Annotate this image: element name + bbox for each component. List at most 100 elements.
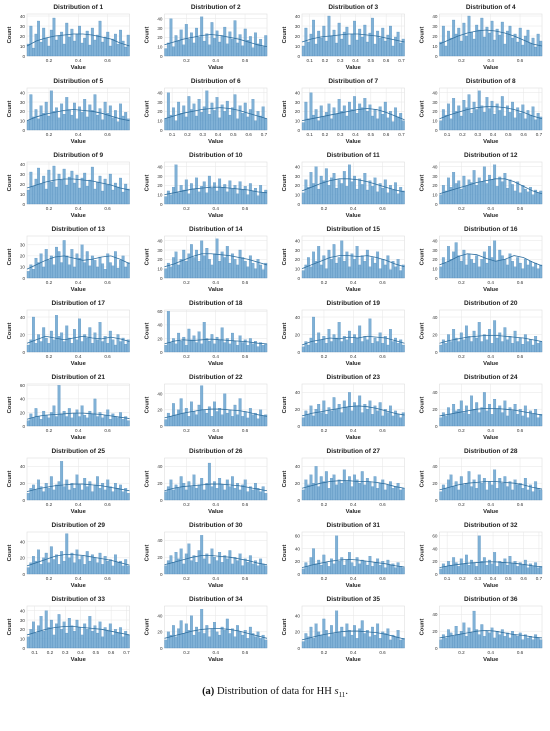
histogram-bar	[80, 42, 84, 57]
histogram-bar	[32, 185, 35, 205]
x-tick-label: 0.2	[46, 354, 53, 359]
histogram-bar	[32, 484, 35, 501]
x-tick-label: 0.2	[322, 132, 329, 137]
histogram-bar	[108, 559, 112, 575]
histogram-bar	[485, 489, 489, 501]
histogram-bar	[80, 405, 84, 427]
histogram-bar	[470, 259, 473, 279]
histogram-bar	[187, 193, 191, 205]
histogram-bar	[452, 251, 456, 279]
histogram-bar	[88, 327, 92, 353]
histogram-bar	[480, 624, 484, 649]
histogram-bar	[49, 181, 53, 205]
histogram-bar	[317, 120, 321, 131]
y-axis-label: Count	[145, 619, 151, 636]
histogram-bar	[248, 109, 252, 131]
y-tick-label: 0	[160, 646, 163, 651]
histogram-bar	[462, 22, 466, 57]
histogram-bar	[485, 564, 489, 575]
histogram-bar	[534, 409, 538, 427]
histogram-bar	[490, 100, 494, 131]
histogram-bar	[73, 182, 76, 205]
histogram-bar	[536, 268, 540, 279]
histogram-bar	[472, 262, 476, 279]
histogram-bar	[182, 249, 186, 279]
histogram-bar	[264, 343, 268, 353]
histogram-bar	[228, 343, 232, 353]
histogram-bar	[340, 341, 344, 353]
y-tick-label: 30	[157, 248, 163, 253]
histogram-bar	[57, 251, 61, 279]
histogram-bar	[210, 188, 214, 205]
histogram-bar	[482, 166, 486, 205]
histogram-bar	[88, 104, 92, 131]
histogram-bar	[373, 634, 377, 649]
histogram-bar	[457, 566, 461, 575]
histogram-bar	[389, 405, 392, 427]
y-tick-label: 40	[20, 608, 26, 613]
histogram-bar	[101, 263, 105, 279]
histogram-bar	[314, 343, 318, 353]
histogram-bar	[317, 30, 321, 57]
histogram-bar	[114, 416, 117, 427]
histogram-bar	[482, 636, 486, 649]
histogram-bar	[106, 253, 110, 279]
histogram-bar	[254, 636, 257, 649]
histogram-bar	[83, 262, 87, 279]
histogram-bar	[350, 486, 354, 501]
x-tick-label: 0.6	[517, 58, 524, 63]
x-tick-label: 0.6	[379, 650, 386, 655]
histogram-bar	[324, 40, 328, 57]
histogram-bar	[319, 564, 323, 575]
x-tick-label: 0.4	[488, 280, 495, 285]
histogram-bar	[60, 103, 64, 131]
histogram-bar	[116, 417, 120, 427]
histogram-bar	[200, 478, 204, 501]
histogram-bar	[399, 639, 403, 649]
y-tick-label: 40	[432, 390, 438, 395]
histogram-bar	[360, 471, 364, 501]
panel-title: Distribution of 8	[466, 78, 516, 85]
panel-title: Distribution of 2	[191, 4, 241, 11]
histogram-bar	[264, 414, 268, 427]
histogram-bar	[85, 30, 89, 57]
histogram-bar	[236, 118, 239, 131]
histogram-bar	[371, 626, 374, 649]
histogram-bar	[396, 193, 400, 205]
histogram-bar	[378, 183, 382, 205]
histogram-bar	[355, 337, 359, 353]
histogram-bar	[376, 410, 380, 427]
histogram-bar	[83, 37, 87, 57]
histogram-bar	[179, 113, 183, 131]
histogram-bar	[114, 33, 117, 57]
x-tick-label: 0.4	[75, 206, 82, 211]
y-tick-label: 20	[157, 336, 163, 341]
histogram-bar	[223, 555, 227, 575]
histogram-bar	[506, 105, 509, 131]
histogram-bar	[498, 634, 502, 649]
histogram-bar	[93, 484, 97, 501]
x-tick-label: 0.2	[321, 428, 328, 433]
histogram-bar	[439, 491, 443, 501]
kde-line	[301, 558, 405, 569]
histogram-bar	[301, 346, 305, 353]
x-tick-label: 0.6	[379, 280, 386, 285]
histogram-bar	[246, 194, 250, 205]
histogram-bar	[373, 405, 377, 427]
histogram-bar	[534, 46, 538, 57]
histogram-bar	[335, 188, 339, 205]
y-tick-label: 0	[435, 128, 438, 133]
y-axis-label: Count	[282, 249, 288, 266]
histogram-bar	[485, 26, 489, 57]
histogram-bar	[233, 341, 237, 353]
panel-title: Distribution of 7	[328, 78, 378, 85]
histogram-bar	[462, 412, 466, 427]
x-tick-label: 0.6	[104, 280, 111, 285]
y-tick-label: 20	[295, 183, 301, 188]
histogram-bar	[124, 559, 128, 575]
histogram-bar	[490, 414, 494, 427]
histogram-bar	[119, 484, 122, 501]
histogram-bar	[327, 488, 331, 501]
histogram-bar	[301, 417, 305, 427]
